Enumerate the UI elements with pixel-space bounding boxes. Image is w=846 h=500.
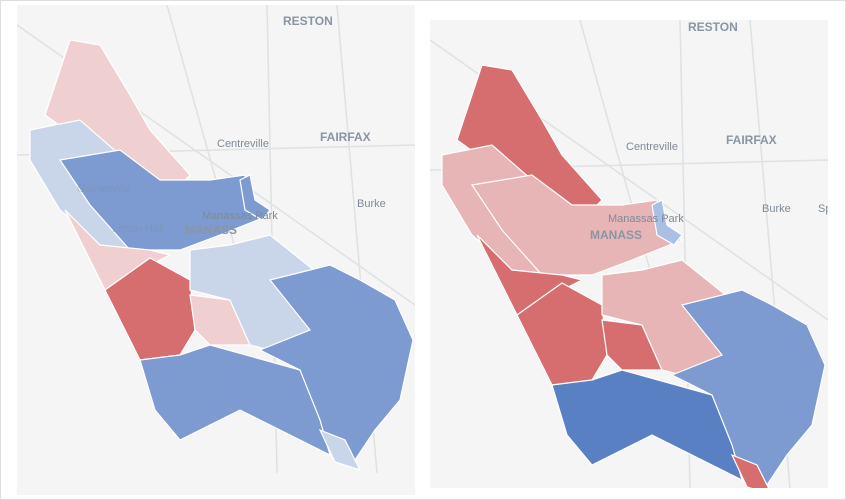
precinct-region-lower[interactable]	[139, 344, 331, 457]
precinct-region-east[interactable]	[670, 289, 826, 486]
label-reston: RESTON	[283, 14, 333, 28]
label-burke: Burke	[357, 198, 386, 210]
precinct-region-mp-east[interactable]	[239, 174, 271, 221]
map-panel-left[interactable]: RESTON Centreville FAIRFAX Burke Manassa…	[17, 5, 415, 495]
label-manassas: MANASS	[590, 228, 643, 242]
label-linton-hall: Linton Hall	[112, 223, 164, 235]
label-fairfax: FAIRFAX	[320, 130, 371, 144]
map-panel-right[interactable]: RESTON Centreville FAIRFAX Burke Sp Mana…	[430, 20, 828, 488]
precinct-region-south-pocket[interactable]	[189, 294, 251, 346]
label-manassas-park: Manassas Park	[608, 213, 684, 225]
precinct-region-east[interactable]	[258, 264, 414, 461]
map-left-svg	[17, 5, 415, 474]
precinct-region-bottom[interactable]	[730, 453, 772, 488]
map-right-svg	[430, 20, 828, 488]
label-gainesville: Gainesville	[77, 183, 131, 195]
label-reston: RESTON	[688, 20, 738, 34]
label-centreville: Centreville	[626, 141, 678, 153]
precinct-region-lower[interactable]	[551, 369, 743, 482]
label-springfield: Sp	[818, 203, 828, 215]
label-centreville: Centreville	[217, 138, 269, 150]
label-burke: Burke	[762, 203, 791, 215]
label-manassas: MANASS	[185, 223, 238, 237]
precinct-region-bottom[interactable]	[318, 428, 362, 472]
label-fairfax: FAIRFAX	[726, 133, 777, 147]
precinct-region-mp-east[interactable]	[651, 199, 683, 246]
precinct-region-south-pocket[interactable]	[601, 319, 663, 371]
label-manassas-park: Manassas Park	[202, 210, 278, 222]
